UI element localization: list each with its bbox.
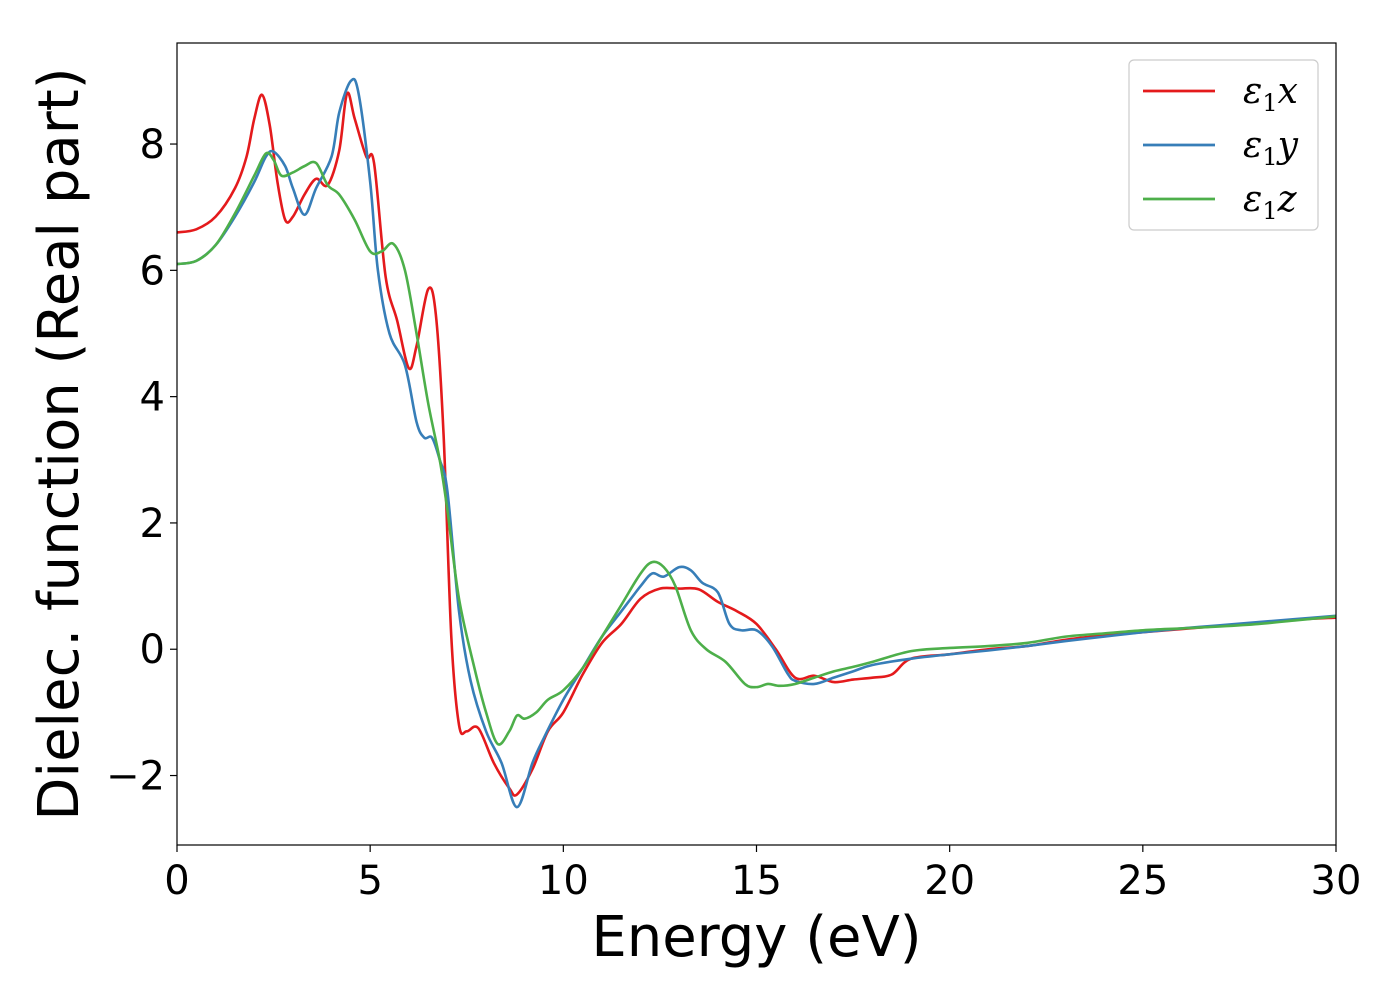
x-tick-label: 0 xyxy=(164,858,189,904)
x-tick-label: 25 xyxy=(1117,858,1168,904)
legend-label: ε1x xyxy=(1243,71,1298,117)
y-tick-label: 2 xyxy=(140,501,165,547)
series-layer xyxy=(177,77,1336,809)
legend-item-y: ε1y xyxy=(1143,125,1299,171)
y-axis-label: Dielec. function (Real part) xyxy=(27,67,92,820)
series-line-z xyxy=(177,151,1336,746)
y-tick-label: 0 xyxy=(140,627,165,673)
legend: ε1x ε1y ε1z xyxy=(1128,59,1319,231)
legend-item-x: ε1x xyxy=(1143,71,1298,117)
legend-label: ε1z xyxy=(1243,179,1298,225)
ticks-layer: 0 5 10 15 20 25 30 −2 0 2 4 6 8 xyxy=(106,122,1361,904)
y-tick-label: 4 xyxy=(140,375,165,421)
x-tick-label: 10 xyxy=(538,858,589,904)
x-tick-label: 30 xyxy=(1311,858,1362,904)
y-tick-label: 6 xyxy=(140,248,165,294)
y-tick-label: −2 xyxy=(106,754,165,800)
legend-item-z: ε1z xyxy=(1143,179,1298,225)
x-tick-label: 20 xyxy=(924,858,975,904)
series-line-y xyxy=(177,77,1336,809)
y-tick-label: 8 xyxy=(140,122,165,168)
legend-box xyxy=(1128,59,1319,231)
x-tick-label: 15 xyxy=(731,858,782,904)
legend-label: ε1y xyxy=(1243,125,1299,171)
x-axis-label: Energy (eV) xyxy=(591,905,921,970)
x-tick-label: 5 xyxy=(357,858,382,904)
